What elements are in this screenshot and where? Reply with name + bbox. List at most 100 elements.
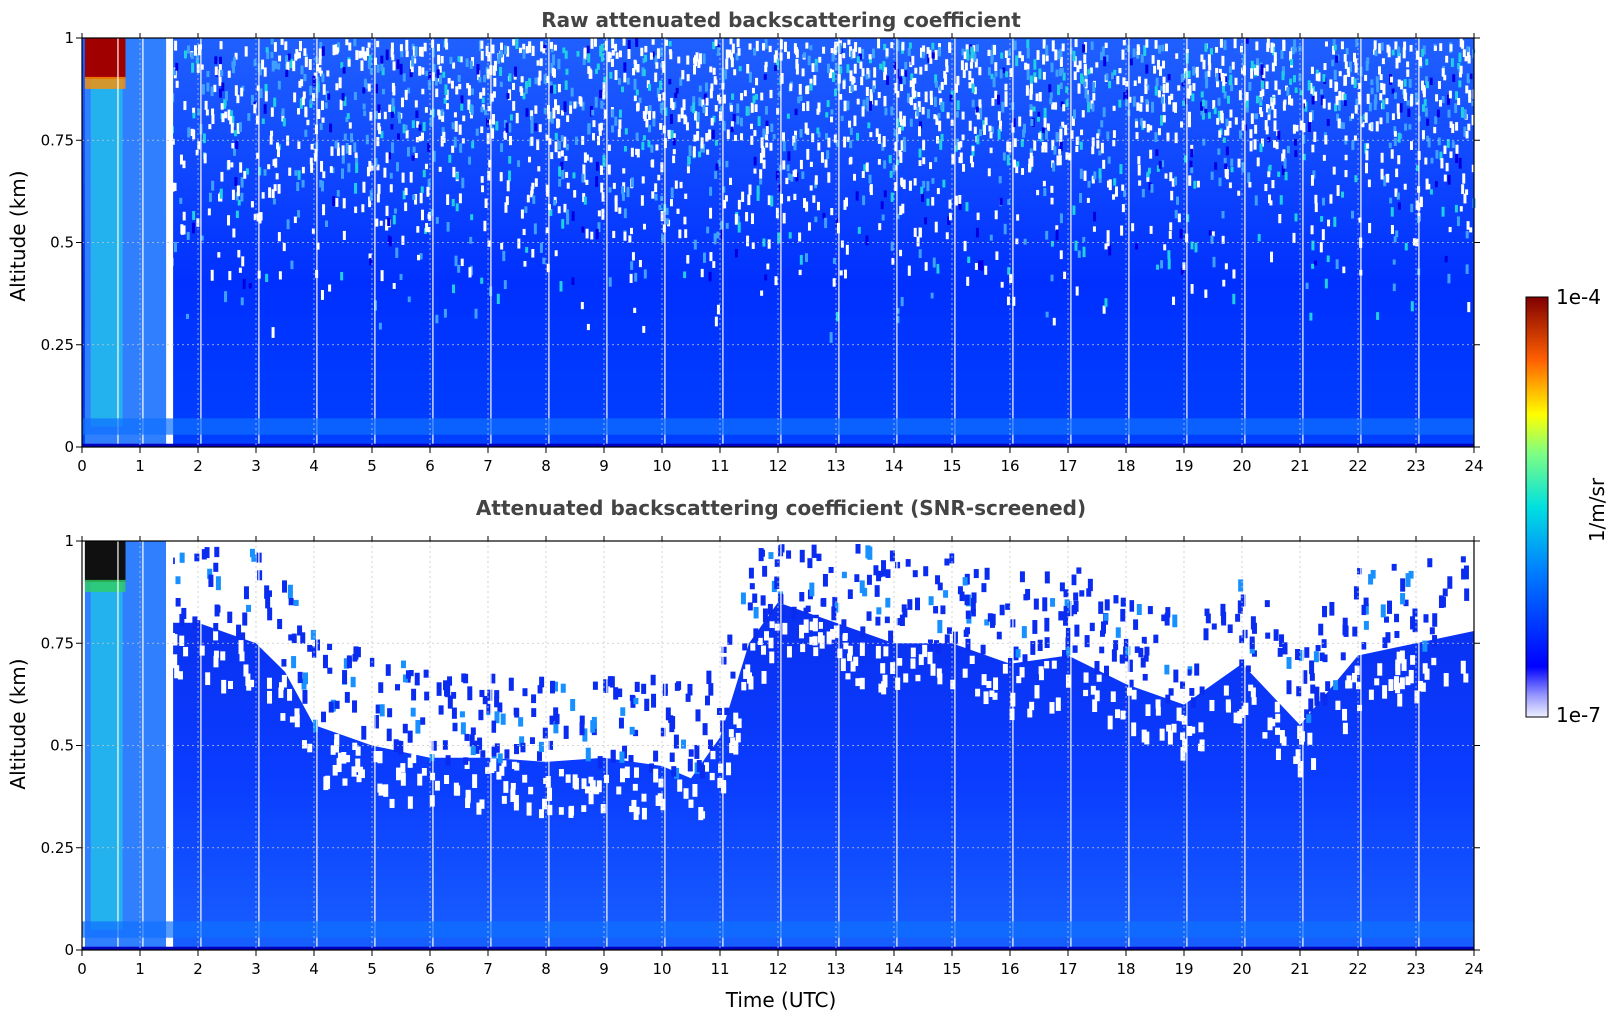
noise-pixel	[1403, 183, 1407, 190]
noise-pixel	[806, 128, 810, 135]
screened-pixel	[957, 586, 963, 595]
noise-pixel	[774, 276, 778, 286]
noise-pixel	[250, 201, 254, 208]
noise-pixel	[381, 67, 385, 76]
screened-pixel	[993, 677, 999, 690]
noise-pixel	[1170, 93, 1174, 100]
noise-pixel	[1437, 137, 1441, 146]
noise-pixel	[1278, 214, 1282, 224]
noise-pixel	[440, 109, 444, 116]
noise-pixel	[903, 141, 907, 153]
noise-pixel	[1467, 55, 1471, 64]
bottom-chart-title: Attenuated backscattering coefficient (S…	[475, 496, 1087, 520]
noise-pixel	[1101, 46, 1105, 57]
screened-pixel	[866, 574, 872, 585]
screened-pixel	[735, 732, 741, 743]
screened-pixel	[1295, 648, 1301, 661]
noise-pixel	[304, 56, 308, 68]
screened-pixel	[1400, 578, 1406, 592]
screened-pixel	[973, 569, 979, 579]
noise-pixel	[192, 112, 196, 119]
noise-pixel	[945, 59, 949, 67]
screened-pixel	[847, 589, 853, 600]
noise-pixel	[708, 129, 712, 140]
noise-pixel	[647, 140, 651, 148]
noise-pixel	[564, 155, 568, 161]
screened-pixel	[501, 795, 507, 804]
noise-pixel	[504, 45, 508, 55]
screened-pixel	[880, 663, 886, 674]
y-tick-label: 0.75	[41, 634, 74, 652]
noise-pixel	[1248, 181, 1252, 188]
noise-pixel	[911, 55, 915, 66]
noise-pixel	[293, 216, 297, 224]
screened-pixel	[1051, 660, 1057, 669]
noise-pixel	[1270, 251, 1274, 263]
noise-pixel	[1006, 296, 1010, 306]
noise-pixel	[998, 125, 1002, 132]
noise-pixel	[1435, 94, 1439, 102]
noise-pixel	[548, 138, 552, 145]
screened-pixel	[683, 788, 689, 799]
noise-pixel	[1250, 60, 1254, 72]
noise-pixel	[1136, 102, 1140, 111]
screened-pixel	[491, 720, 497, 733]
noise-pixel	[1111, 72, 1115, 80]
screened-pixel	[655, 795, 661, 806]
noise-pixel	[1024, 62, 1028, 70]
noise-pixel	[581, 226, 585, 233]
noise-pixel	[230, 122, 234, 134]
noise-pixel	[393, 208, 397, 214]
noise-pixel	[714, 79, 718, 85]
screened-pixel	[1113, 595, 1119, 604]
screened-pixel	[1318, 623, 1324, 636]
noise-pixel	[587, 123, 591, 135]
screened-pixel	[619, 751, 625, 763]
noise-pixel	[1157, 90, 1161, 98]
noise-pixel	[451, 122, 455, 130]
noise-pixel	[748, 71, 752, 83]
noise-pixel	[1204, 289, 1208, 298]
noise-pixel	[949, 94, 953, 102]
noise-pixel	[220, 103, 224, 110]
x-tick-label: 5	[367, 960, 377, 978]
screened-pixel	[405, 676, 411, 683]
noise-pixel	[933, 114, 937, 120]
screened-pixel	[445, 685, 451, 698]
noise-pixel	[491, 128, 495, 139]
noise-pixel	[1068, 152, 1072, 161]
screened-pixel	[227, 611, 233, 624]
noise-pixel	[1015, 238, 1019, 245]
noise-pixel	[446, 194, 450, 205]
noise-pixel	[1216, 81, 1220, 88]
noise-pixel	[624, 128, 628, 135]
noise-pixel	[924, 64, 928, 71]
noise-pixel	[1273, 140, 1277, 148]
noise-pixel	[1083, 81, 1087, 87]
screened-pixel	[659, 798, 665, 806]
noise-pixel	[1049, 97, 1053, 105]
x-tick-label: 14	[884, 457, 903, 475]
noise-pixel	[840, 240, 844, 248]
noise-pixel	[994, 71, 998, 77]
noise-pixel	[761, 43, 765, 51]
noise-pixel	[623, 231, 627, 241]
noise-pixel	[1224, 163, 1228, 169]
noise-pixel	[455, 172, 459, 180]
noise-pixel	[809, 45, 813, 51]
screened-pixel	[302, 689, 308, 704]
screened-pixel	[1296, 686, 1302, 697]
noise-pixel	[900, 122, 904, 131]
screened-pixel	[411, 754, 417, 764]
noise-pixel	[563, 136, 567, 148]
noise-pixel	[1162, 76, 1166, 84]
screened-pixel	[1342, 708, 1348, 721]
noise-pixel	[1056, 132, 1060, 140]
screened-pixel	[653, 750, 659, 762]
screened-pixel	[962, 577, 968, 586]
noise-pixel	[474, 308, 478, 319]
noise-pixel	[553, 44, 557, 51]
noise-pixel	[1079, 193, 1083, 203]
noise-pixel	[1277, 130, 1281, 140]
noise-pixel	[943, 70, 947, 79]
